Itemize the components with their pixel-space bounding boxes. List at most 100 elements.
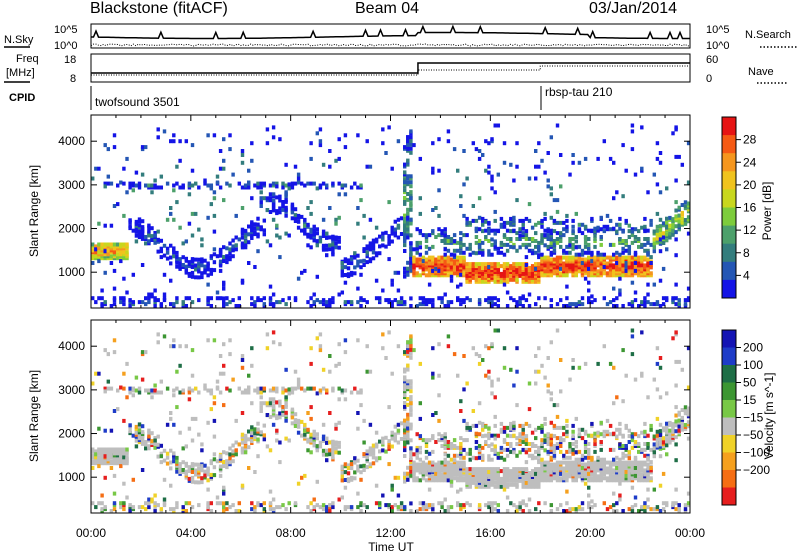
power-cell bbox=[574, 255, 579, 260]
power-cell bbox=[449, 274, 454, 279]
velocity-cell bbox=[119, 501, 123, 506]
velocity-cell bbox=[424, 438, 429, 443]
power-cell bbox=[222, 286, 226, 291]
power-cell bbox=[477, 156, 482, 161]
power-cell bbox=[125, 190, 129, 195]
velocity-cell bbox=[502, 478, 507, 483]
velocity-cell bbox=[505, 467, 510, 472]
velocity-cell bbox=[318, 505, 323, 510]
power-cell bbox=[487, 231, 491, 236]
velocity-cell bbox=[318, 440, 323, 445]
velocity-cell bbox=[462, 460, 466, 465]
power-cell bbox=[109, 304, 114, 308]
velocity-cell bbox=[356, 458, 360, 463]
power-cell bbox=[431, 170, 435, 175]
velocity-cell bbox=[649, 423, 653, 428]
velocity-cell bbox=[487, 470, 491, 474]
power-cell bbox=[119, 242, 123, 247]
power-cell bbox=[633, 250, 638, 255]
power-cell bbox=[658, 160, 663, 165]
velocity-cell bbox=[222, 491, 226, 496]
power-cell bbox=[399, 216, 404, 221]
power-cell bbox=[206, 282, 210, 287]
power-cell bbox=[459, 302, 463, 307]
velocity-cell bbox=[153, 501, 157, 506]
power-cell bbox=[515, 300, 519, 305]
power-cell bbox=[362, 213, 366, 218]
power-cell bbox=[587, 288, 591, 293]
velocity-cell bbox=[359, 388, 363, 393]
power-cell bbox=[409, 196, 413, 201]
velocity-cell bbox=[527, 381, 532, 386]
power-cell bbox=[649, 261, 653, 265]
power-cell bbox=[293, 207, 298, 212]
power-cell bbox=[106, 147, 111, 152]
power-cell bbox=[437, 213, 441, 218]
power-cell bbox=[128, 298, 132, 303]
power-cell bbox=[674, 230, 678, 235]
power-cell bbox=[443, 304, 447, 308]
velocity-cell bbox=[474, 467, 479, 472]
power-cell bbox=[565, 244, 569, 249]
velocity-cell bbox=[474, 431, 479, 436]
velocity-cell bbox=[378, 439, 382, 444]
power-cell bbox=[206, 296, 210, 301]
power-cell bbox=[537, 164, 541, 169]
power-cell bbox=[94, 166, 98, 171]
velocity-cell bbox=[346, 466, 351, 470]
power-cell bbox=[415, 257, 419, 262]
power-cell bbox=[527, 266, 532, 270]
velocity-cell bbox=[646, 453, 650, 458]
power-cell bbox=[309, 227, 313, 232]
power-cell bbox=[190, 168, 195, 173]
power-cell bbox=[565, 213, 569, 218]
velocity-cell bbox=[209, 407, 214, 412]
velocity-cell bbox=[231, 449, 235, 454]
velocity-cell bbox=[175, 386, 179, 391]
velocity-cell bbox=[568, 445, 572, 450]
power-cell bbox=[534, 239, 538, 243]
velocity-cell bbox=[278, 411, 282, 416]
power-cell bbox=[537, 262, 541, 267]
velocity-cell bbox=[390, 509, 394, 513]
velocity-cell bbox=[278, 505, 282, 510]
velocity-cell bbox=[137, 428, 142, 433]
velocity-cell bbox=[612, 503, 616, 508]
velocity-cell bbox=[359, 403, 363, 408]
velocity-cell bbox=[658, 444, 663, 449]
velocity-cell bbox=[546, 383, 550, 388]
velocity-cell bbox=[574, 444, 579, 449]
velocity-cell bbox=[530, 469, 535, 474]
power-cell bbox=[487, 239, 491, 243]
power-cell bbox=[630, 229, 635, 234]
velocity-cell bbox=[172, 451, 176, 456]
velocity-cell bbox=[661, 436, 666, 441]
velocity-cell bbox=[421, 464, 426, 469]
power-cell bbox=[618, 216, 622, 221]
velocity-cell bbox=[418, 457, 423, 462]
nsky-trace bbox=[91, 24, 690, 40]
power-cell bbox=[587, 296, 591, 301]
power-cell bbox=[599, 235, 603, 239]
power-cell bbox=[574, 211, 579, 216]
velocity-cell bbox=[409, 446, 413, 451]
velocity-cell bbox=[315, 479, 320, 484]
velocity-cell bbox=[162, 458, 167, 463]
power-cell bbox=[284, 190, 288, 195]
power-cell bbox=[487, 170, 491, 175]
velocity-cell bbox=[487, 505, 491, 510]
velocity-cell bbox=[403, 350, 407, 355]
power-cell bbox=[674, 178, 678, 183]
velocity-cell bbox=[212, 473, 217, 478]
velocity-cell bbox=[153, 445, 157, 450]
velocity-cell bbox=[552, 423, 557, 428]
power-cell bbox=[131, 181, 136, 186]
velocity-cell bbox=[502, 487, 507, 492]
power-cell bbox=[577, 222, 582, 227]
velocity-cell bbox=[549, 433, 554, 438]
velocity-cell bbox=[493, 480, 497, 485]
power-cell bbox=[381, 127, 385, 132]
power-cell bbox=[421, 255, 426, 260]
velocity-cell bbox=[300, 386, 304, 391]
velocity-cell bbox=[534, 507, 538, 512]
